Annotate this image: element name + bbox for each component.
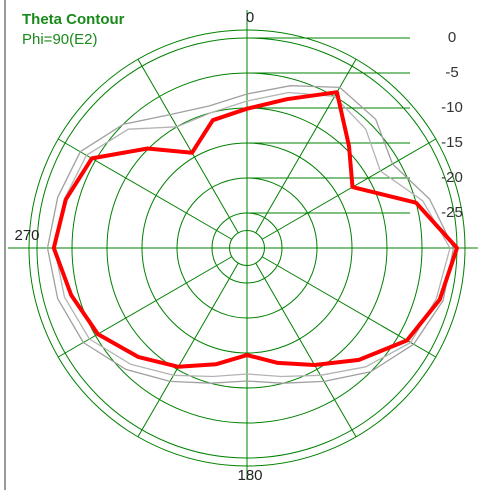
chart-title: Theta Contour: [22, 11, 125, 28]
r-tick-label: -10: [441, 99, 463, 116]
reference-trace: [53, 91, 451, 378]
spoke: [255, 262, 357, 438]
spoke: [261, 138, 437, 240]
theta-tick-label: 270: [14, 227, 39, 244]
r-tick-label: 0: [448, 29, 456, 46]
spoke: [57, 256, 233, 358]
chart-subtitle: Phi=90(E2): [22, 31, 97, 48]
spoke: [255, 58, 357, 234]
spoke: [137, 58, 239, 234]
pattern-trace: [51, 90, 459, 369]
r-tick-label: -20: [441, 169, 463, 186]
theta-tick-label: 180: [237, 467, 262, 484]
r-tick-label: -5: [445, 64, 458, 81]
spoke: [57, 138, 233, 240]
spoke: [137, 262, 239, 438]
theta-tick-label: 0: [246, 9, 254, 26]
r-tick-label: -25: [441, 204, 463, 221]
reference-trace: [46, 85, 455, 384]
r-tick-label: -15: [441, 134, 463, 151]
